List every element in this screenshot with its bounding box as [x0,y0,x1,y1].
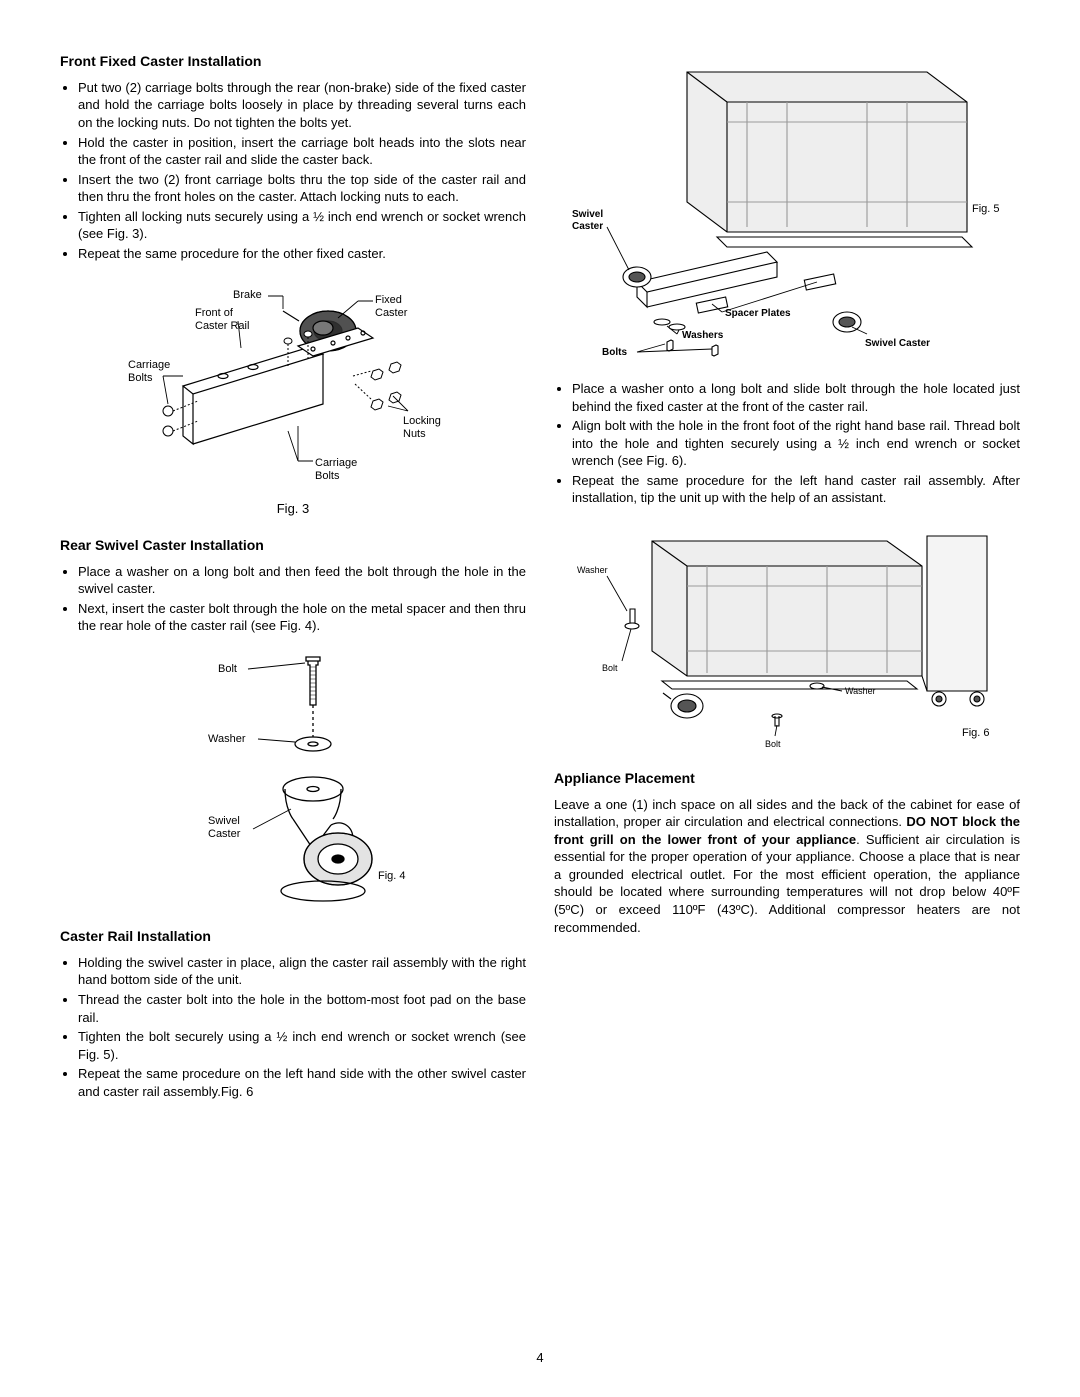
para-appliance-placement: Leave a one (1) inch space on all sides … [554,796,1020,936]
list-item: Tighten all locking nuts securely using … [78,208,526,243]
right-column: Swivel Caster Spacer Plates Washers Bolt… [554,52,1020,1114]
fig5-label-swr: Swivel Caster [865,338,930,349]
fig6-svg: Washer Bolt Washer Bolt Fig. 6 [567,521,1007,751]
fig4-svg: Bolt Washer Swivel Caster Fig. 4 [163,649,423,909]
fig4-label-sw1: Swivel [208,815,240,827]
list-item: Place a washer onto a long bolt and slid… [572,380,1020,415]
fig4-label-washer: Washer [208,733,246,745]
columns: Front Fixed Caster Installation Put two … [60,52,1020,1114]
list-caster-rail: Holding the swivel caster in place, alig… [60,954,526,1100]
list-item: Repeat the same procedure for the left h… [572,472,1020,507]
left-column: Front Fixed Caster Installation Put two … [60,52,526,1114]
fig3-svg: Brake Fixed Caster Front of Caster Rail … [123,276,463,496]
list-item: Repeat the same procedure on the left ha… [78,1065,526,1100]
fig4-caption-inline: Fig. 4 [378,870,406,882]
fig6-caption: Fig. 6 [962,727,990,739]
list-item: Next, insert the caster bolt through the… [78,600,526,635]
list-right-1: Place a washer onto a long bolt and slid… [554,380,1020,507]
fig5-label-sw1: Swivel [572,209,603,220]
list-item: Put two (2) carriage bolts through the r… [78,79,526,132]
fig4-label-bolt: Bolt [218,663,237,675]
list-item: Place a washer on a long bolt and then f… [78,563,526,598]
heading-appliance-placement: Appliance Placement [554,769,1020,788]
list-rear-swivel: Place a washer on a long bolt and then f… [60,563,526,635]
fig6-label-washer-right: Washer [845,686,876,696]
fig3-label-cb2b: Bolts [315,470,340,482]
list-item: Repeat the same procedure for the other … [78,245,526,263]
fig3-label-fixed1: Fixed [375,294,402,306]
fig3-caption: Fig. 3 [60,500,526,518]
list-item: Tighten the bolt securely using a ½ inch… [78,1028,526,1063]
list-item: Holding the swivel caster in place, alig… [78,954,526,989]
list-item: Thread the caster bolt into the hole in … [78,991,526,1026]
heading-front-fixed: Front Fixed Caster Installation [60,52,526,71]
heading-caster-rail: Caster Rail Installation [60,927,526,946]
fig3-label-front2: Caster Rail [195,320,249,332]
list-item: Insert the two (2) front carriage bolts … [78,171,526,206]
list-item: Align bolt with the hole in the front fo… [572,417,1020,470]
fig4-label-sw2: Caster [208,828,241,840]
fig6-label-bolt-left: Bolt [602,663,618,673]
list-item: Hold the caster in position, insert the … [78,134,526,169]
fig3-label-cb2: Bolts [128,372,153,384]
fig3-label-ln1: Locking [403,415,441,427]
fig5-label-bolts: Bolts [602,347,627,358]
heading-rear-swivel: Rear Swivel Caster Installation [60,536,526,555]
fig3-label-front1: Front of [195,307,234,319]
fig5-caption: Fig. 5 [972,203,1000,215]
figure-5: Swivel Caster Spacer Plates Washers Bolt… [554,52,1020,362]
list-front-fixed: Put two (2) carriage bolts through the r… [60,79,526,262]
page-number: 4 [0,1349,1080,1367]
figure-3: Brake Fixed Caster Front of Caster Rail … [60,276,526,518]
placement-text-after: . Sufficient air circulation is essentia… [554,832,1020,935]
fig5-svg: Swivel Caster Spacer Plates Washers Bolt… [567,52,1007,362]
fig6-label-bolt-bottom: Bolt [765,739,781,749]
fig3-label-cb2a: Carriage [315,457,357,469]
page: Front Fixed Caster Installation Put two … [0,0,1080,1397]
fig5-label-sw2: Caster [572,221,603,232]
figure-4: Bolt Washer Swivel Caster Fig. 4 [60,649,526,909]
figure-6: Washer Bolt Washer Bolt Fig. 6 [554,521,1020,751]
fig5-label-washers: Washers [682,330,724,341]
fig3-label-cb1: Carriage [128,359,170,371]
fig3-label-brake: Brake [233,289,262,301]
fig3-label-ln2: Nuts [403,428,426,440]
fig3-label-fixed2: Caster [375,307,408,319]
fig6-label-washer-top: Washer [577,565,608,575]
fig5-label-spacer: Spacer Plates [725,308,791,319]
